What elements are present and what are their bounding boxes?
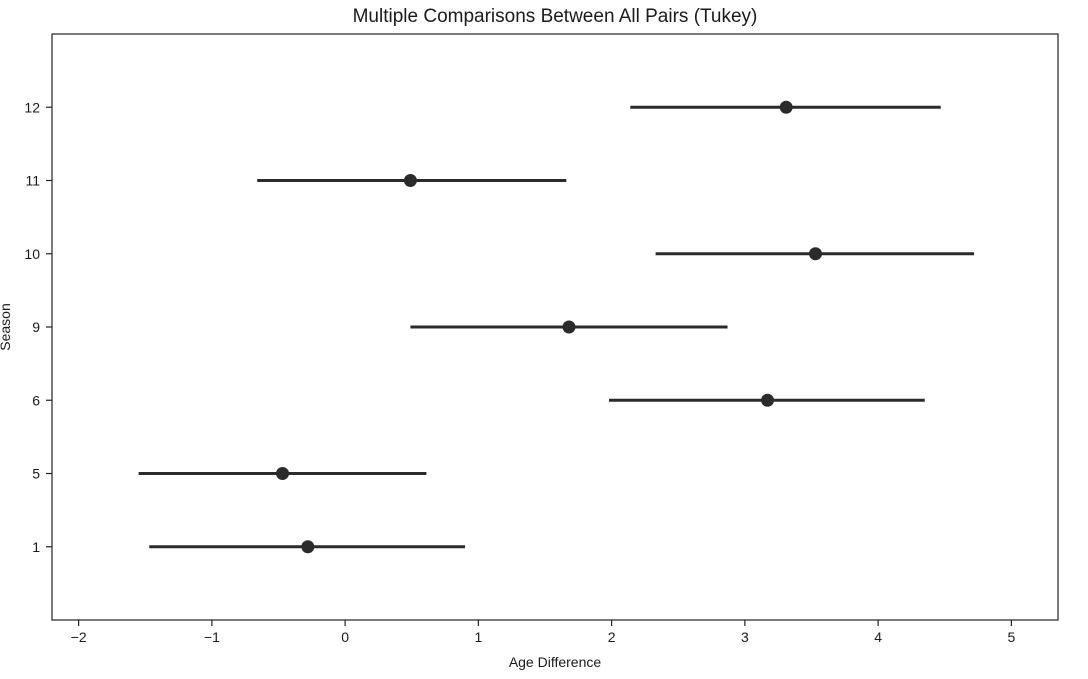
x-tick-label: 0 (341, 629, 349, 645)
x-tick-label: 3 (741, 629, 749, 645)
y-tick-label: 12 (24, 99, 40, 115)
y-tick-label: 11 (25, 173, 40, 189)
mean-point (276, 467, 290, 480)
mean-point (779, 100, 793, 114)
mean-point (403, 174, 417, 187)
y-tick-label: 5 (32, 466, 40, 482)
y-tick-label: 1 (32, 539, 40, 555)
y-tick-label: 6 (32, 392, 40, 408)
x-tick-label: 2 (608, 629, 616, 645)
x-tick-label: 1 (474, 629, 482, 645)
x-axis: −2 −1 0 1 2 3 4 5 (71, 620, 1015, 645)
x-tick-label: −1 (204, 629, 220, 645)
mean-point (562, 320, 576, 334)
chart-title: Multiple Comparisons Between All Pairs (… (353, 6, 758, 27)
mean-point (808, 247, 822, 261)
x-axis-label: Age Difference (509, 654, 602, 670)
y-axis-label: Season (0, 303, 13, 350)
x-tick-label: −2 (71, 629, 87, 645)
x-tick-label: 4 (874, 629, 882, 645)
y-tick-label: 10 (24, 246, 40, 262)
x-tick-label: 5 (1007, 629, 1015, 645)
y-axis: 1 5 6 9 10 11 12 (24, 99, 52, 555)
confidence-intervals (138, 100, 975, 554)
y-tick-label: 9 (32, 319, 40, 335)
mean-point (761, 393, 775, 407)
mean-point (301, 540, 315, 554)
